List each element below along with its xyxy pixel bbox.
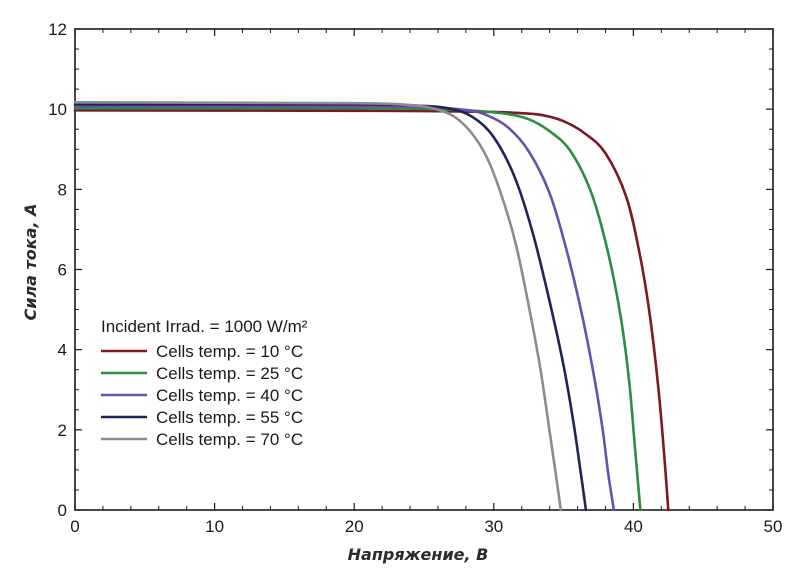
series-line-1 xyxy=(73,109,670,512)
legend: Incident Irrad. = 1000 W/m² Cells temp. … xyxy=(101,317,308,449)
y-tick-label: 6 xyxy=(58,261,67,280)
y-tick-label: 12 xyxy=(48,20,67,39)
legend-label: Cells temp. = 55 °C xyxy=(156,408,303,427)
series-line-2 xyxy=(73,107,642,512)
series-layer xyxy=(73,101,670,512)
legend-title: Incident Irrad. = 1000 W/m² xyxy=(101,317,308,336)
x-tick-label: 40 xyxy=(624,517,643,536)
legend-label: Cells temp. = 10 °C xyxy=(156,342,303,361)
y-axis: 0 2 4 6 8 10 12 xyxy=(48,20,773,520)
y-tick-label: 8 xyxy=(58,180,67,199)
x-axis-title: Напряжение, В xyxy=(348,545,489,564)
y-axis-title: Сила тока, А xyxy=(21,204,40,321)
y-tick-label: 2 xyxy=(58,421,67,440)
series-line-3 xyxy=(73,105,616,512)
legend-label: Cells temp. = 70 °C xyxy=(156,430,303,449)
y-tick-label: 0 xyxy=(58,501,67,520)
x-axis: 0 10 20 30 40 50 xyxy=(70,29,782,536)
x-tick-label: 50 xyxy=(764,517,783,536)
legend-label: Cells temp. = 25 °C xyxy=(156,364,303,383)
y-tick-label: 4 xyxy=(58,341,67,360)
y-tick-label: 10 xyxy=(48,100,67,119)
series-line-5 xyxy=(73,101,563,512)
x-tick-label: 0 xyxy=(70,517,79,536)
x-tick-label: 10 xyxy=(205,517,224,536)
legend-label: Cells temp. = 40 °C xyxy=(156,386,303,405)
x-tick-label: 20 xyxy=(345,517,364,536)
x-tick-label: 30 xyxy=(484,517,503,536)
